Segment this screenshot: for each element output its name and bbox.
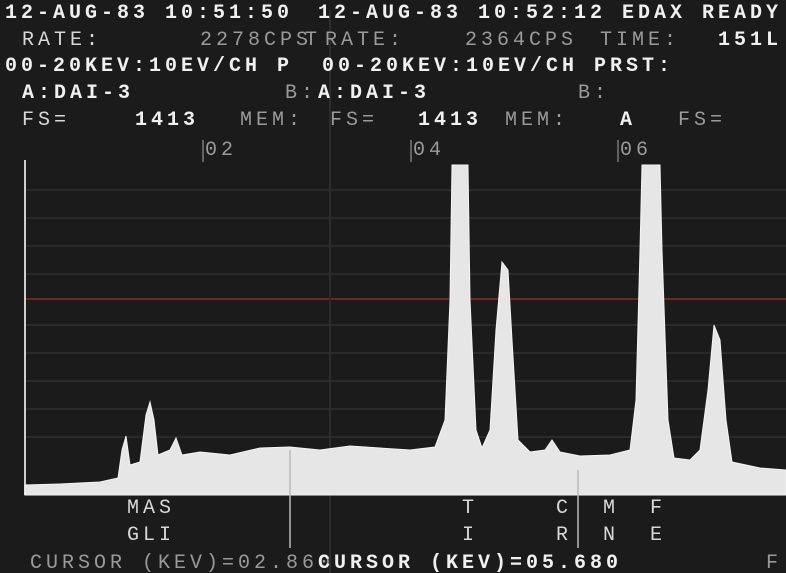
energy-marker: 06 xyxy=(620,139,652,162)
trailing-text: F xyxy=(766,552,782,573)
timestamp: 12-AUG-83 10:52:12 EDAX READY xyxy=(318,2,782,25)
element-label: E xyxy=(650,524,666,547)
mem-value: A xyxy=(620,109,636,132)
element-label: MAS xyxy=(127,497,175,520)
spectrum xyxy=(24,164,786,496)
element-label: R xyxy=(556,524,572,547)
fs-label: FS= xyxy=(330,109,378,132)
range: 00-20KEV:10EV/CH PRST: xyxy=(322,55,674,78)
rate: 2364CPS xyxy=(465,29,577,52)
cursor-readout: CURSOR (KEV)=05.680 xyxy=(318,552,622,573)
energy-marker: 04 xyxy=(413,139,445,162)
rate: 2278CPS xyxy=(200,29,312,52)
element-label: T xyxy=(462,497,478,520)
time-label: T xyxy=(305,29,321,52)
time-label: TIME: xyxy=(600,29,680,52)
element-label: F xyxy=(650,497,666,520)
mem-label: MEM: xyxy=(240,109,304,132)
memory-b: B: xyxy=(285,82,317,105)
element-label: GLI xyxy=(127,524,175,547)
fs-label: FS= xyxy=(22,109,70,132)
element-label: N xyxy=(603,524,619,547)
memory-a: A:DAI-3 xyxy=(22,82,134,105)
rate-label: RATE: xyxy=(22,29,102,52)
memory-b: B: xyxy=(578,82,610,105)
energy-marker: 02 xyxy=(205,139,237,162)
cursor-readout: CURSOR (KEV)=02.860 xyxy=(30,552,334,573)
element-label: I xyxy=(462,524,478,547)
timestamp: 12-AUG-83 10:51:50 xyxy=(5,2,293,25)
time-value: 151L xyxy=(718,29,782,52)
fs-label: FS= xyxy=(678,109,726,132)
mem-label: MEM: xyxy=(505,109,569,132)
rate-label: RATE: xyxy=(325,29,405,52)
fs-value: 1413 xyxy=(418,109,482,132)
memory-a: A:DAI-3 xyxy=(318,82,430,105)
element-label: C xyxy=(556,497,572,520)
element-label: M xyxy=(603,497,619,520)
range: 00-20KEV:10EV/CH P xyxy=(5,55,293,78)
fs-value: 1413 xyxy=(135,109,199,132)
